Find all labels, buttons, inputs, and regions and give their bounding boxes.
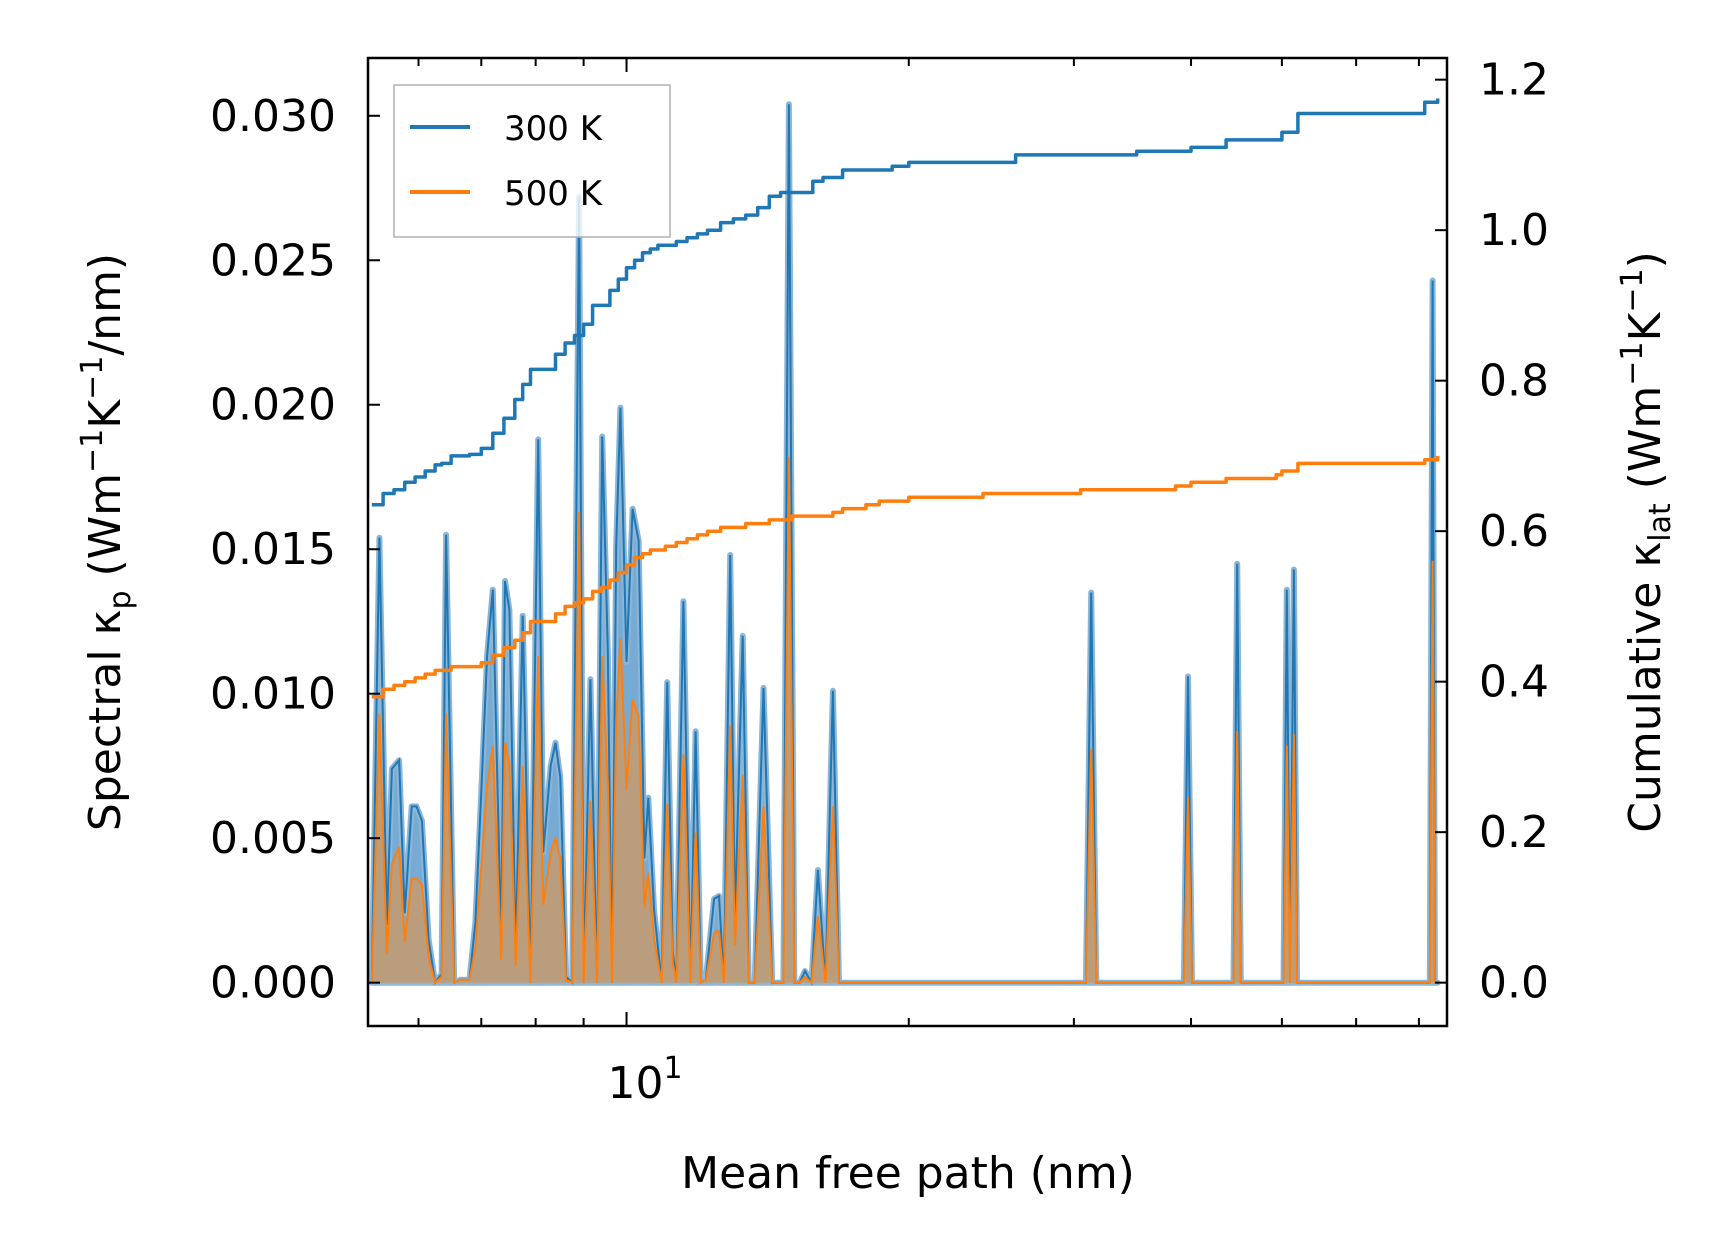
left-axis-title: Spectral κp (Wm−1K−1/nm) <box>75 253 138 831</box>
cumulative-line-300k <box>371 98 1440 507</box>
left-y-tick-label: 0.015 <box>210 524 336 575</box>
spectral-fills <box>368 101 1441 987</box>
legend-label-500k: 500 K <box>504 174 604 214</box>
right-y-tick-label: 0.2 <box>1479 807 1549 858</box>
right-y-tick-label: 0.8 <box>1479 356 1549 407</box>
left-y-tick-label: 0.005 <box>210 813 336 864</box>
legend-box <box>393 84 671 238</box>
left-y-tick-label: 0.025 <box>210 235 336 286</box>
plot-frame <box>366 56 1449 1028</box>
left-y-tick-label: 0.000 <box>210 958 336 1009</box>
legend-label-300k: 300 K <box>504 109 604 149</box>
spectral-area-500k <box>371 456 1438 983</box>
x-tick-label: 101 <box>607 1051 682 1109</box>
x-axis-title: Mean free path (nm) <box>681 1148 1135 1199</box>
spectral-line-500k <box>370 456 1438 985</box>
spectral-line-300k <box>370 104 1438 987</box>
right-y-tick-label: 0.6 <box>1479 506 1549 557</box>
axis-ticks: 0.000 0.005 0.010 0.015 0.020 0.025 0.030 0.0 0.… <box>210 55 1549 1026</box>
left-y-tick-label: 0.020 <box>210 380 336 431</box>
cumulative-line-500k <box>371 455 1440 699</box>
left-y-tick-label: 0.010 <box>210 669 336 720</box>
right-axis-title: Cumulative κlat (Wm−1K−1) <box>1615 251 1678 833</box>
left-y-tick-label: 0.030 <box>210 91 336 142</box>
cumulative-lines <box>371 98 1440 699</box>
right-y-tick-label: 0.0 <box>1479 958 1549 1009</box>
legend: 300 K 500 K <box>393 84 671 238</box>
right-y-tick-label: 1.2 <box>1479 55 1549 106</box>
right-y-tick-label: 0.4 <box>1479 657 1549 708</box>
right-y-tick-label: 1.0 <box>1479 205 1549 256</box>
